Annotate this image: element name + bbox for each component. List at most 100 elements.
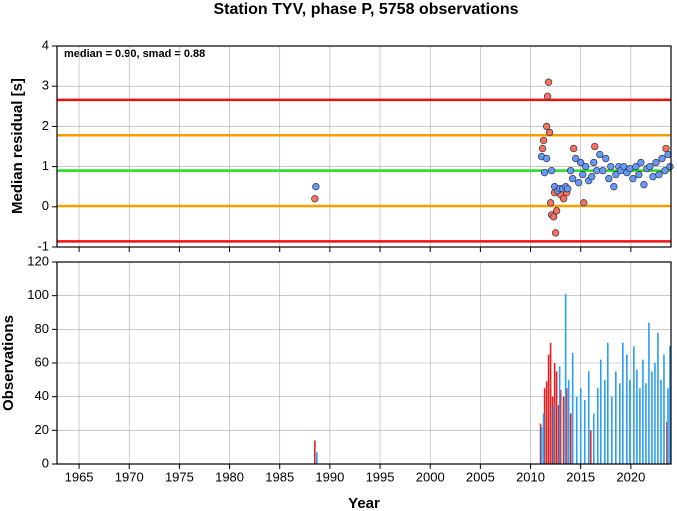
point	[637, 158, 645, 167]
point	[549, 213, 558, 221]
bar	[583, 400, 586, 464]
x-tick-label: 1985	[265, 469, 294, 484]
point	[590, 158, 598, 167]
bar	[579, 388, 582, 464]
bar	[657, 332, 659, 464]
bar	[540, 426, 543, 464]
point	[552, 207, 561, 215]
point	[664, 150, 672, 159]
point	[666, 162, 674, 171]
bar	[642, 359, 644, 464]
bar	[596, 388, 599, 464]
bar	[615, 371, 617, 464]
x-tick-label: 1975	[165, 469, 194, 484]
bar	[669, 346, 671, 464]
bar	[542, 413, 545, 464]
point	[569, 175, 577, 183]
bar	[571, 352, 574, 464]
point	[543, 92, 552, 100]
point	[649, 172, 657, 181]
point	[588, 172, 596, 181]
y-axis-label: Median residual [s]	[9, 78, 26, 214]
point	[547, 166, 556, 175]
point	[564, 185, 572, 193]
bar	[639, 388, 641, 464]
bar	[565, 388, 568, 464]
y-tick-label: 0	[42, 198, 49, 213]
plot-frame	[56, 261, 672, 465]
plot-frame	[56, 45, 672, 248]
bar	[587, 371, 590, 464]
point	[652, 158, 660, 167]
point	[635, 170, 643, 179]
point	[599, 166, 607, 175]
point	[538, 144, 547, 153]
point	[591, 142, 599, 151]
point	[582, 162, 590, 171]
x-axis-label: Year	[348, 495, 380, 511]
point	[612, 170, 620, 179]
bar	[545, 381, 548, 464]
bar	[660, 379, 662, 464]
bar	[557, 405, 560, 464]
bar	[559, 389, 562, 464]
y-tick-label: 20	[35, 422, 49, 437]
bar	[622, 342, 624, 464]
bar	[553, 363, 556, 464]
bar	[648, 322, 650, 464]
y-tick-label: 100	[27, 287, 49, 302]
x-tick-label: 2015	[566, 469, 595, 484]
point	[577, 158, 585, 167]
y-tick-label: -1	[37, 238, 49, 253]
y-axis-label: Observations	[0, 315, 17, 411]
bar	[551, 396, 554, 464]
point	[620, 162, 628, 171]
y-tick-label: 2	[42, 118, 49, 133]
point	[605, 175, 613, 183]
bar	[666, 421, 668, 464]
y-tick-label: 4	[42, 37, 49, 52]
point	[540, 168, 549, 177]
point	[596, 150, 604, 159]
bar	[567, 379, 570, 464]
bar	[314, 440, 316, 464]
x-tick-label: 2010	[516, 469, 545, 484]
bar	[667, 388, 669, 464]
bar	[316, 452, 318, 464]
point	[312, 183, 320, 191]
point	[580, 199, 588, 207]
y-tick-label: 0	[42, 455, 49, 470]
bar	[636, 369, 638, 464]
bar	[654, 363, 656, 464]
point	[661, 166, 669, 175]
x-tick-label: 1965	[65, 469, 94, 484]
point	[551, 229, 560, 237]
bar	[547, 354, 550, 464]
bar	[645, 383, 647, 464]
x-tick-label: 2005	[466, 469, 495, 484]
bar	[626, 354, 628, 464]
bar	[592, 413, 595, 464]
point	[602, 154, 610, 163]
bar	[599, 359, 602, 464]
bar	[575, 396, 578, 464]
point	[640, 181, 648, 189]
y-tick-label: 60	[35, 354, 49, 369]
point	[646, 162, 654, 171]
bar	[562, 396, 565, 464]
bar	[564, 293, 567, 464]
point	[545, 128, 554, 137]
point	[629, 175, 637, 183]
x-tick-label: 1970	[115, 469, 144, 484]
bar	[539, 423, 542, 464]
point	[542, 154, 551, 163]
bar	[558, 366, 561, 464]
bar	[606, 342, 609, 464]
y-tick-label: 80	[35, 321, 49, 336]
bar	[611, 396, 613, 464]
bar	[589, 430, 592, 464]
x-tick-label: 1980	[215, 469, 244, 484]
point	[560, 195, 568, 203]
x-tick-label: 1990	[315, 469, 344, 484]
point	[544, 78, 553, 86]
